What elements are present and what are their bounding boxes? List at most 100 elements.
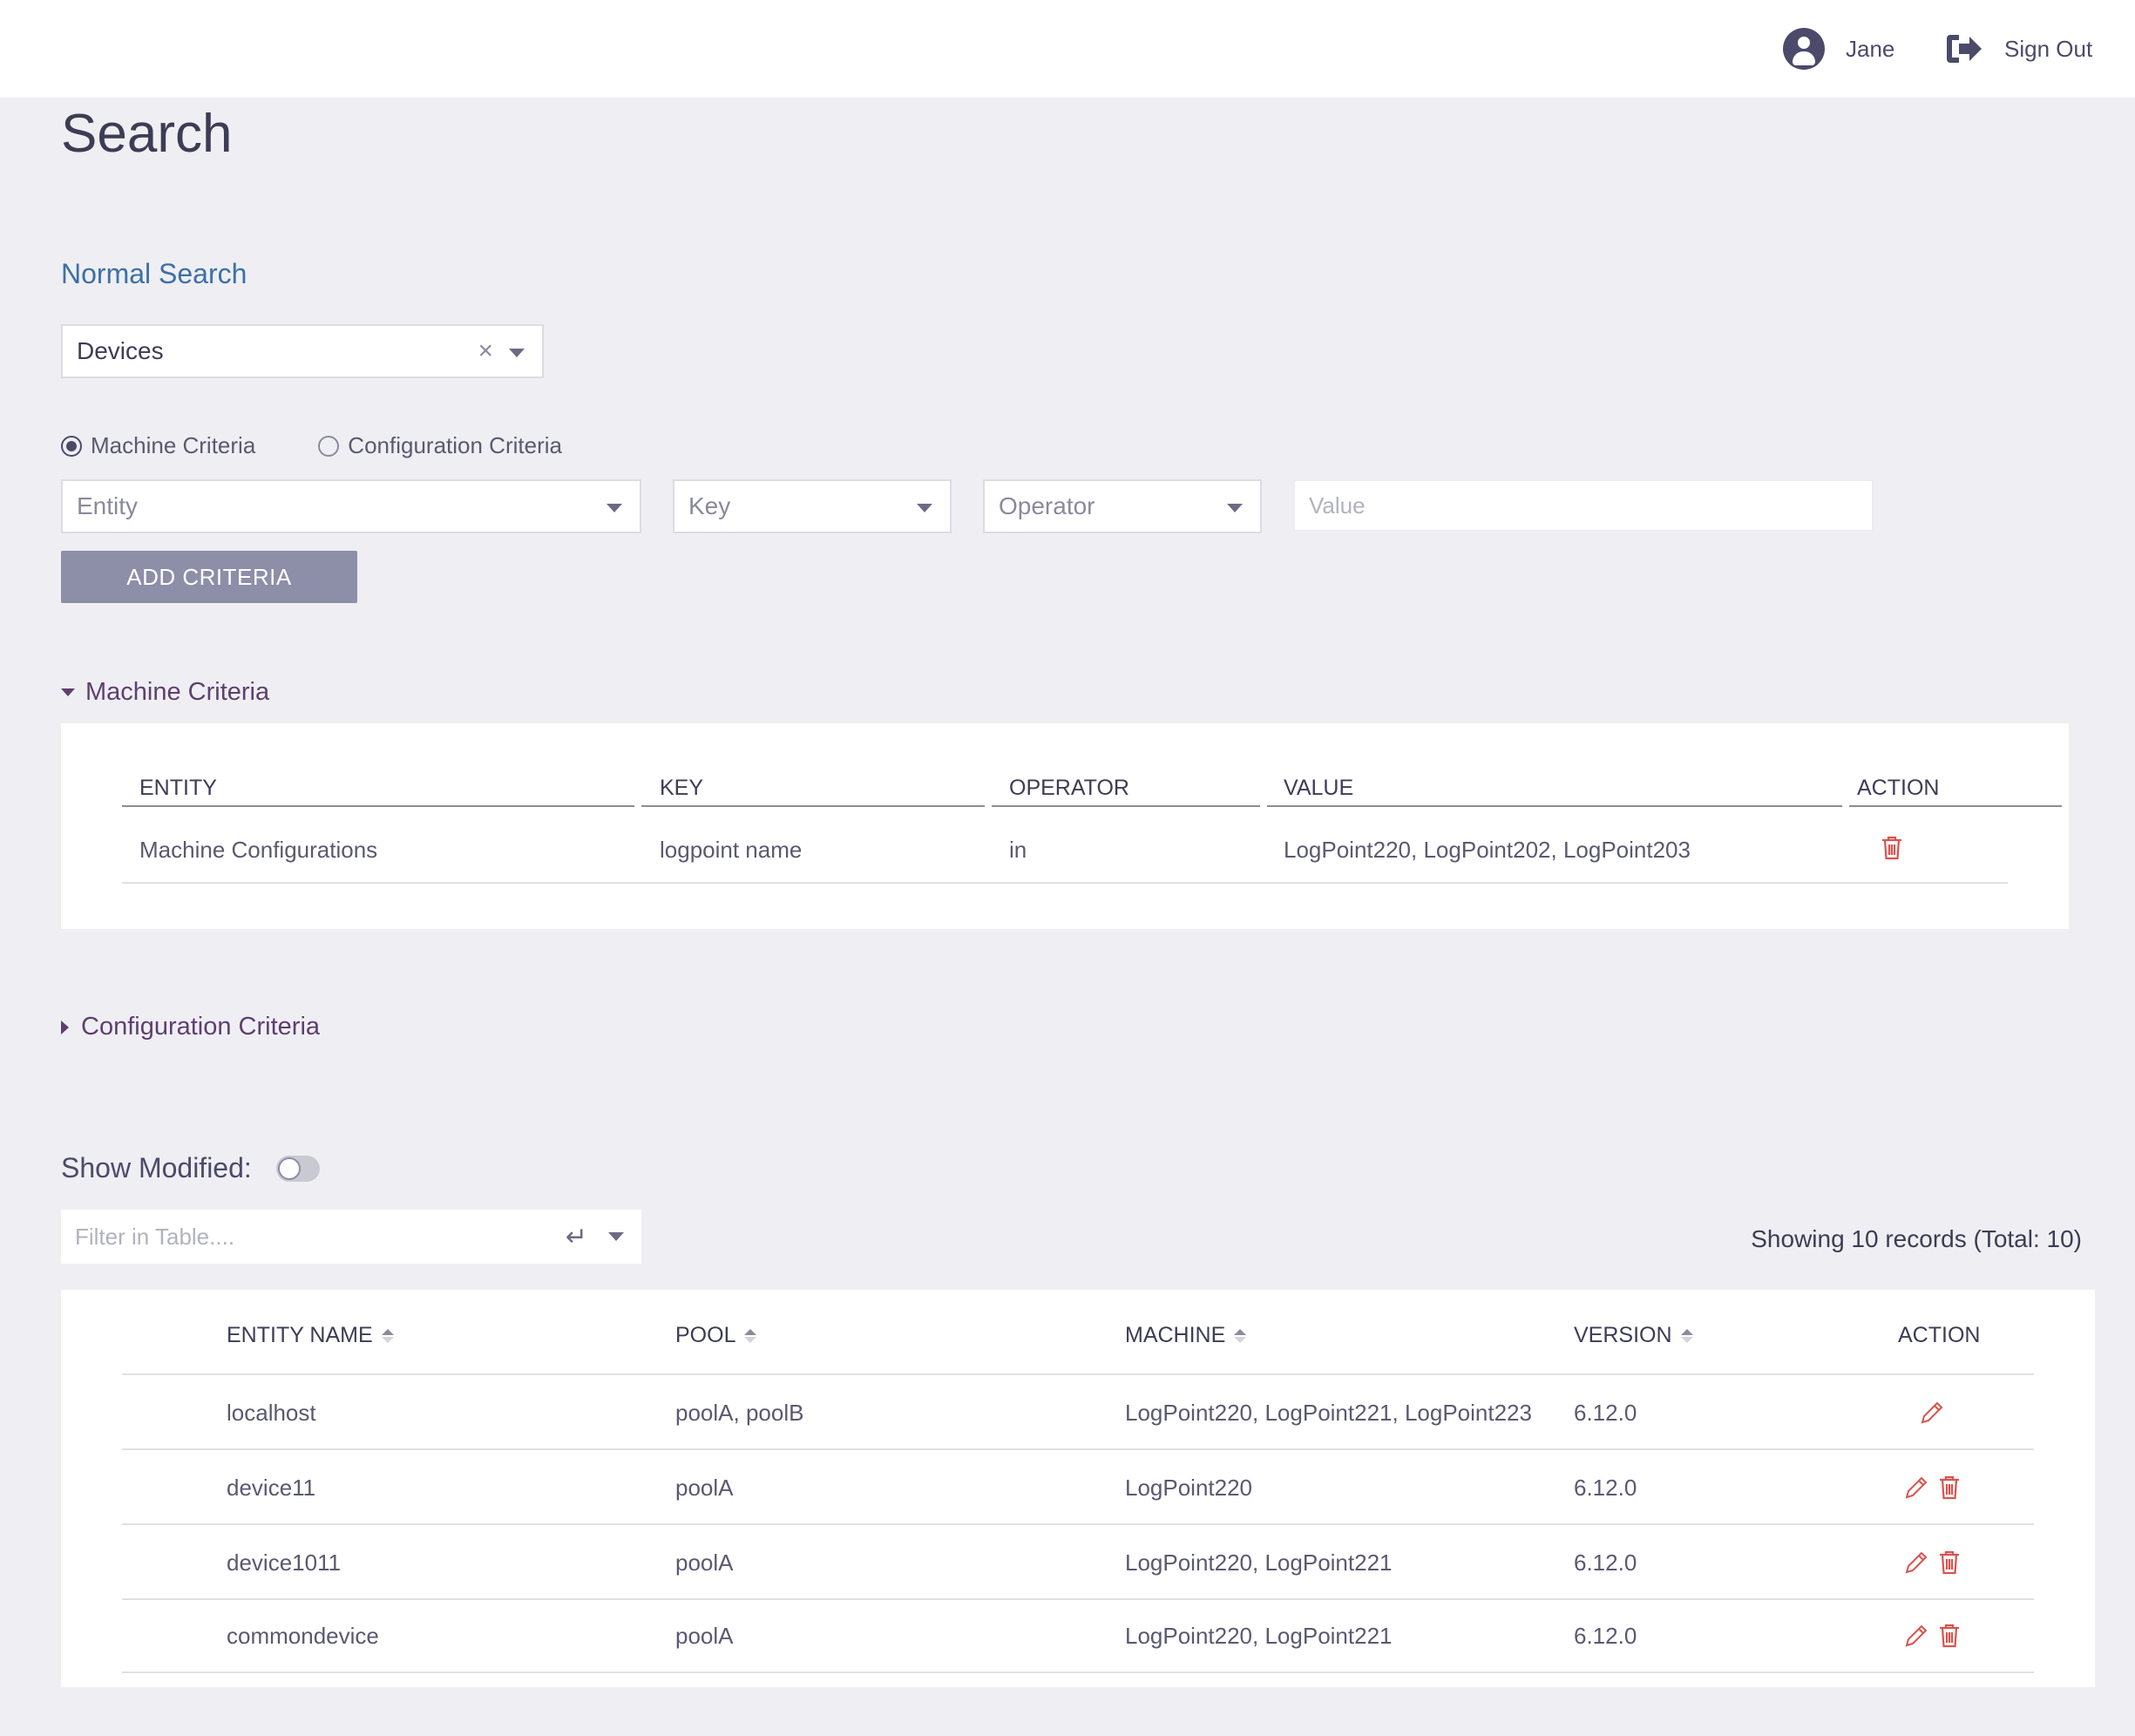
key-select[interactable]: Key (673, 479, 952, 533)
top-bar: Jane Sign Out (0, 0, 2135, 98)
column-header-entity-name[interactable]: ENTITY NAME (227, 1323, 394, 1348)
cell-pool: poolA (675, 1550, 734, 1576)
header-divider (992, 805, 1260, 807)
edit-button[interactable] (1919, 1400, 1945, 1430)
cell-entity-name: commondevice (227, 1623, 379, 1649)
criteria-type-radio-group: Machine Criteria Configuration Criteria (61, 432, 625, 459)
column-header-version[interactable]: VERSION (1574, 1323, 1693, 1348)
delete-button[interactable] (1938, 1475, 1961, 1505)
column-header-operator: OPERATOR (1009, 776, 1129, 800)
results-table (61, 1290, 2095, 1687)
enter-icon[interactable]: ↵ (565, 1223, 587, 1251)
clear-icon[interactable]: × (478, 336, 493, 365)
column-header-label: ACTION (1898, 1323, 1981, 1347)
configuration-criteria-toggle[interactable]: Configuration Criteria (61, 1013, 320, 1041)
chevron-down-icon[interactable] (1227, 504, 1243, 512)
edit-button[interactable] (1903, 1623, 1929, 1653)
delete-button[interactable] (1938, 1550, 1961, 1580)
cell-pool: poolA (675, 1475, 734, 1501)
cell-version: 6.12.0 (1574, 1400, 1637, 1426)
radio-checked-icon[interactable] (61, 435, 82, 457)
criteria-operator: in (1009, 837, 1027, 863)
cell-machine: LogPoint220 (1125, 1475, 1253, 1501)
column-header-entity: ENTITY (139, 776, 217, 800)
machine-criteria-panel: ENTITY KEY OPERATOR VALUE ACTION Machine… (61, 723, 2069, 929)
header-divider (641, 805, 985, 807)
chevron-down-icon[interactable] (607, 504, 622, 512)
trash-icon (1882, 836, 1901, 860)
value-placeholder: Value (1309, 492, 1366, 519)
value-input[interactable]: Value (1293, 479, 1874, 532)
cell-entity-name: localhost (227, 1400, 316, 1426)
trash-icon (1940, 1475, 1959, 1500)
operator-select[interactable]: Operator (983, 479, 1262, 533)
row-divider (122, 882, 2008, 884)
header-divider (1267, 805, 1842, 807)
column-header-label: ENTITY NAME (227, 1323, 373, 1347)
search-type-value: Devices (77, 337, 164, 364)
column-header-machine[interactable]: MACHINE (1125, 1323, 1247, 1348)
column-header-label: MACHINE (1125, 1323, 1226, 1347)
cell-version: 6.12.0 (1574, 1475, 1637, 1501)
edit-button[interactable] (1903, 1550, 1929, 1580)
cell-entity-name: device11 (227, 1475, 316, 1501)
user-circle-icon (1783, 28, 1825, 70)
cell-version: 6.12.0 (1574, 1623, 1637, 1649)
column-header-key: KEY (660, 776, 704, 800)
radio-unchecked-icon[interactable] (318, 435, 340, 457)
entity-select[interactable]: Entity (61, 479, 641, 533)
section-title: Normal Search (61, 258, 247, 289)
caret-down-icon (61, 688, 75, 696)
entity-placeholder: Entity (77, 492, 139, 519)
machine-criteria-toggle[interactable]: Machine Criteria (61, 678, 269, 707)
filter-placeholder: Filter in Table.... (75, 1223, 235, 1250)
sort-icon[interactable] (1234, 1328, 1247, 1343)
chevron-down-icon[interactable] (608, 1232, 624, 1241)
cell-pool: poolA, poolB (675, 1400, 804, 1426)
edit-button[interactable] (1903, 1475, 1929, 1505)
column-header-label: POOL (675, 1323, 736, 1347)
column-header-action: ACTION (1857, 776, 1940, 800)
row-divider (122, 1672, 2034, 1673)
sign-out-button[interactable]: Sign Out (1945, 24, 2092, 73)
row-divider (122, 1598, 2034, 1600)
add-criteria-button[interactable]: ADD CRITERIA (61, 551, 357, 603)
sort-icon[interactable] (1680, 1328, 1693, 1343)
pencil-icon (1905, 1624, 1928, 1647)
criteria-entity: Machine Configurations (139, 837, 378, 863)
sort-icon[interactable] (381, 1328, 394, 1343)
radio-label: Configuration Criteria (348, 432, 562, 458)
column-header-pool[interactable]: POOL (675, 1323, 757, 1348)
pencil-icon (1905, 1551, 1928, 1574)
header-divider (1849, 805, 2062, 807)
key-placeholder: Key (688, 492, 731, 519)
show-modified-toggle[interactable] (275, 1155, 320, 1182)
page-title: Search (61, 104, 233, 164)
row-divider (122, 1373, 2034, 1375)
cell-entity-name: device1011 (227, 1550, 342, 1576)
cell-machine: LogPoint220, LogPoint221, LogPoint223 (1125, 1400, 1532, 1426)
sign-out-label: Sign Out (2004, 35, 2093, 62)
caret-right-icon (61, 1020, 69, 1034)
cell-version: 6.12.0 (1574, 1550, 1637, 1576)
radio-machine-criteria[interactable]: Machine Criteria (61, 432, 255, 459)
user-name: Jane (1846, 35, 1895, 62)
machine-criteria-title: Machine Criteria (85, 678, 270, 706)
filter-input[interactable]: Filter in Table.... ↵ (61, 1210, 641, 1264)
cell-pool: poolA (675, 1623, 734, 1649)
row-divider (122, 1523, 2034, 1525)
chevron-down-icon[interactable] (509, 349, 525, 357)
delete-criteria-button[interactable] (1881, 835, 1903, 865)
chevron-down-icon[interactable] (917, 504, 932, 512)
operator-placeholder: Operator (999, 492, 1095, 519)
search-type-select[interactable]: Devices × (61, 324, 544, 378)
trash-icon (1940, 1550, 1959, 1575)
delete-button[interactable] (1938, 1623, 1961, 1653)
criteria-value: LogPoint220, LogPoint202, LogPoint203 (1284, 837, 1691, 863)
cell-machine: LogPoint220, LogPoint221 (1125, 1550, 1393, 1576)
criteria-key: logpoint name (660, 837, 803, 863)
radio-configuration-criteria[interactable]: Configuration Criteria (318, 432, 562, 459)
user-menu[interactable]: Jane (1783, 24, 1894, 73)
sort-icon[interactable] (744, 1328, 757, 1343)
show-modified-label: Show Modified: (61, 1152, 252, 1183)
